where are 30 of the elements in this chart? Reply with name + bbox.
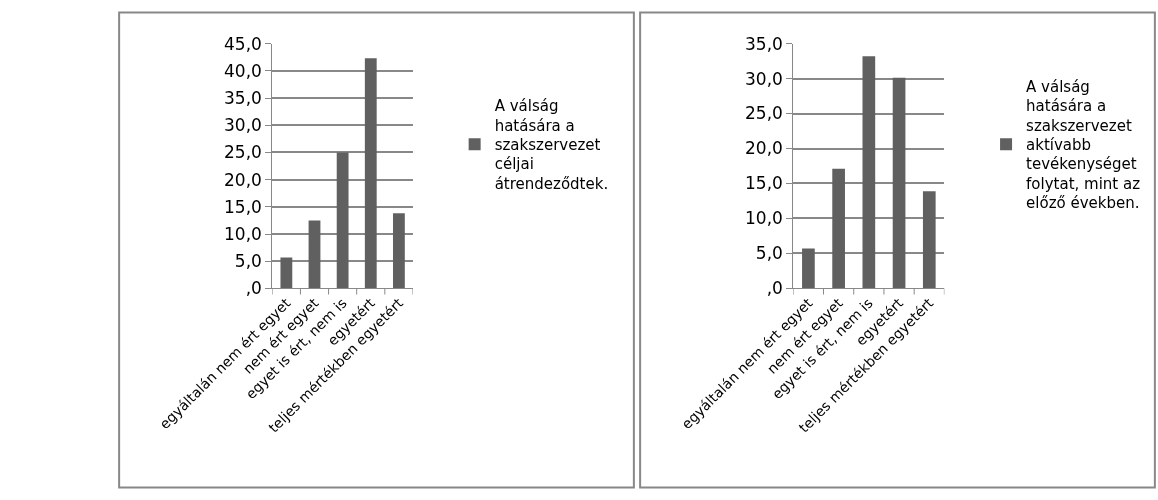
legend-label: A válság hatására a szakszervezet aktívabb tevékenységet folytat, mint az előző években. [1026,77,1141,213]
y-tick-label: 30,0 [745,68,783,89]
y-tick-label: ,0 [245,278,262,299]
y-tick-label: 5,0 [234,251,262,272]
y-tick-label: 40,0 [224,60,262,81]
bar [364,58,377,289]
bar [802,248,815,289]
y-tick-label: 10,0 [745,208,783,229]
bar [862,56,876,289]
y-tick-label: 15,0 [224,196,262,217]
bar [336,152,349,289]
bar [280,257,293,289]
bar [392,213,405,289]
y-tick-label: 30,0 [224,115,262,136]
y-tick-label: 20,0 [745,138,783,159]
bar [308,220,321,289]
y-tick-label: 25,0 [224,142,262,163]
y-tick-label: 45,0 [224,33,262,54]
y-tick-label: 35,0 [224,87,262,108]
y-tick-label: 10,0 [224,223,262,244]
y-tick-label: 35,0 [745,33,783,54]
y-tick-label: 20,0 [224,169,262,190]
bar [832,168,845,289]
y-tick-label: 25,0 [745,103,783,124]
legend-label: A válság hatására a szakszervezet céljai átrendeződtek. [494,97,609,193]
bar [922,191,936,289]
y-tick-label: ,0 [766,278,783,299]
bar [892,77,906,289]
y-tick-label: 5,0 [755,243,783,264]
y-tick-label: 15,0 [745,173,783,194]
